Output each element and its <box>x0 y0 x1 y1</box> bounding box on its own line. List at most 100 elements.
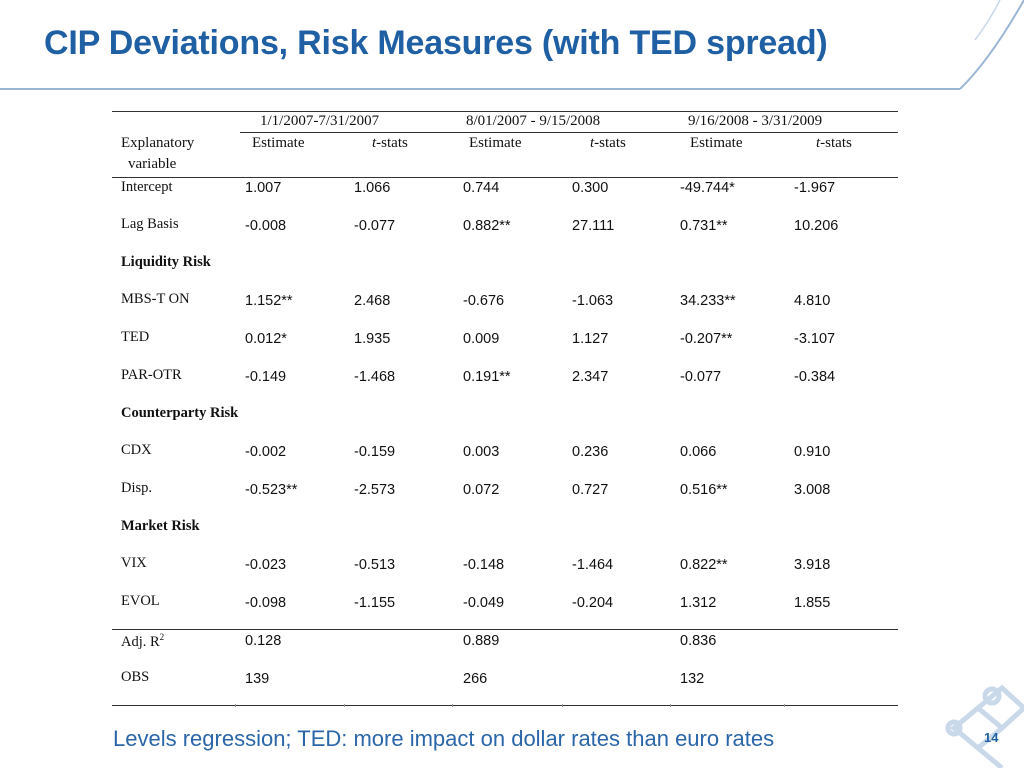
table-cell: 132 <box>680 671 705 687</box>
table-cell: 139 <box>245 671 270 687</box>
period-header-1: 1/1/2007-7/31/2007 <box>260 113 380 129</box>
tstats-header-1: t-stats <box>372 135 408 151</box>
table-cell: 0.191** <box>463 369 511 385</box>
period-header-2: 8/01/2007 - 9/15/2008 <box>466 113 601 129</box>
section-heading-counterparty: Counterparty Risk <box>121 405 239 421</box>
row-label: PAR-OTR <box>121 367 182 383</box>
page-title: CIP Deviations, Risk Measures (with TED … <box>44 24 828 62</box>
table-cell: 1.312 <box>680 595 717 611</box>
row-label: EVOL <box>121 593 160 609</box>
table-cell: 0.066 <box>680 444 717 460</box>
table-cell: 4.810 <box>794 293 831 309</box>
estimate-header-1: Estimate <box>252 135 305 151</box>
period-header-rule <box>240 132 898 133</box>
stats-rule <box>112 629 898 630</box>
table-cell: 0.516** <box>680 482 728 498</box>
column-tick <box>344 704 345 707</box>
table-cell: 34.233** <box>680 293 736 309</box>
table-cell: 1.007 <box>245 180 282 196</box>
row-label: MBS-T ON <box>121 291 190 307</box>
table-cell: 3.918 <box>794 557 831 573</box>
table-cell: -0.159 <box>354 444 396 460</box>
table-cell: 0.822** <box>680 557 728 573</box>
table-cell: -0.148 <box>463 557 505 573</box>
table-cell: 0.128 <box>245 633 282 649</box>
row-label: Intercept <box>121 179 173 195</box>
table-cell: -0.098 <box>245 595 287 611</box>
obs-label: OBS <box>121 669 150 685</box>
table-cell: 27.111 <box>572 218 615 234</box>
table-cell: -1.464 <box>572 557 614 573</box>
period-header-3: 9/16/2008 - 3/31/2009 <box>688 113 823 129</box>
table-cell: -1.063 <box>572 293 614 309</box>
column-header-rule <box>112 177 898 178</box>
table-cell: 0.300 <box>572 180 609 196</box>
table-cell: -0.676 <box>463 293 505 309</box>
estimate-header-2: Estimate <box>469 135 522 151</box>
table-cell: 10.206 <box>794 218 839 234</box>
table-cell: 1.066 <box>354 180 391 196</box>
tstats-header-3: t-stats <box>816 135 852 151</box>
table-cell: -0.513 <box>354 557 396 573</box>
table-cell: -0.002 <box>245 444 287 460</box>
tstats-header-2: t-stats <box>590 135 626 151</box>
estimate-header-3: Estimate <box>690 135 743 151</box>
table-cell: -1.468 <box>354 369 396 385</box>
row-label: Lag Basis <box>121 216 179 232</box>
column-tick <box>452 704 453 707</box>
explanatory-header-line1: Explanatory <box>121 135 195 151</box>
table-cell: -0.077 <box>680 369 722 385</box>
row-label: TED <box>121 329 150 345</box>
table-cell: 3.008 <box>794 482 831 498</box>
table-cell: 0.012* <box>245 331 287 347</box>
table-cell: 0.009 <box>463 331 500 347</box>
adj-r2-label: Adj. R2 <box>121 632 165 650</box>
table-cell: 0.003 <box>463 444 500 460</box>
table-cell: 1.935 <box>354 331 391 347</box>
row-label: Disp. <box>121 480 153 496</box>
table-bottom-rule <box>112 705 898 706</box>
table-cell: -0.523** <box>245 482 298 498</box>
table-cell: 0.072 <box>463 482 500 498</box>
table-cell: 0.836 <box>680 633 717 649</box>
table-cell: 1.855 <box>794 595 831 611</box>
section-heading-market: Market Risk <box>121 518 200 534</box>
table-cell: 0.727 <box>572 482 609 498</box>
table-cell: -0.207** <box>680 331 733 347</box>
column-tick <box>670 704 671 707</box>
column-tick <box>235 704 236 707</box>
table-cell: -1.155 <box>354 595 396 611</box>
table-cell: 1.127 <box>572 331 609 347</box>
header-swoosh-icon <box>0 0 1024 90</box>
column-tick <box>562 704 563 707</box>
table-cell: 2.347 <box>572 369 609 385</box>
table-cell: 2.468 <box>354 293 391 309</box>
table-cell: -1.967 <box>794 180 836 196</box>
table-cell: -0.204 <box>572 595 614 611</box>
table-cell: -0.008 <box>245 218 287 234</box>
row-label: VIX <box>121 555 147 571</box>
explanatory-header-line2: variable <box>128 156 177 172</box>
column-tick <box>784 704 785 707</box>
table-cell: 1.152** <box>245 293 293 309</box>
table-cell: -0.023 <box>245 557 287 573</box>
table-cell: 266 <box>463 671 488 687</box>
table-cell: 0.731** <box>680 218 728 234</box>
section-heading-liquidity: Liquidity Risk <box>121 254 211 270</box>
table-cell: -2.573 <box>354 482 396 498</box>
table-cell: -0.149 <box>245 369 287 385</box>
table-cell: -0.384 <box>794 369 836 385</box>
table-cell: 0.236 <box>572 444 609 460</box>
table-top-rule <box>112 111 898 112</box>
table-cell: 0.744 <box>463 180 500 196</box>
table-cell: 0.889 <box>463 633 500 649</box>
row-label: CDX <box>121 442 152 458</box>
table-cell: -49.744* <box>680 180 735 196</box>
table-cell: 0.910 <box>794 444 831 460</box>
footer-caption: Levels regression; TED: more impact on d… <box>113 726 775 751</box>
table-cell: 0.882** <box>463 218 511 234</box>
lattice-logo-icon <box>945 684 1024 768</box>
table-cell: -0.077 <box>354 218 396 234</box>
table-cell: -3.107 <box>794 331 836 347</box>
page-number: 14 <box>984 730 999 745</box>
